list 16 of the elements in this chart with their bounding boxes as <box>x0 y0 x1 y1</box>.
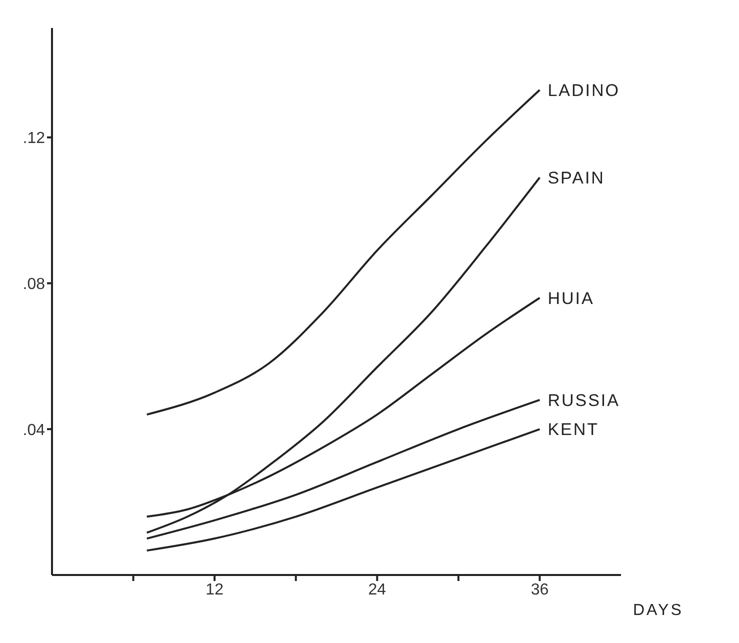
series-label: KENT <box>548 420 600 440</box>
series-label: HUIA <box>548 288 594 308</box>
y-tick-label: .12 <box>22 130 46 148</box>
series-label: LADINO <box>548 80 620 100</box>
y-tick-label: .08 <box>22 276 46 293</box>
x-axis-title: DAYS <box>633 602 684 619</box>
x-tick-label: 36 <box>530 581 549 598</box>
series-label: RUSSIA <box>548 390 620 410</box>
line-series <box>146 176 541 534</box>
line-series <box>146 88 541 416</box>
x-tick-label: 12 <box>206 581 224 598</box>
line-series <box>146 428 541 552</box>
x-tick-label: 24 <box>368 581 386 598</box>
y-tick-label: .04 <box>22 422 46 439</box>
line-series <box>146 398 541 540</box>
series-label: SPAIN <box>548 168 605 188</box>
